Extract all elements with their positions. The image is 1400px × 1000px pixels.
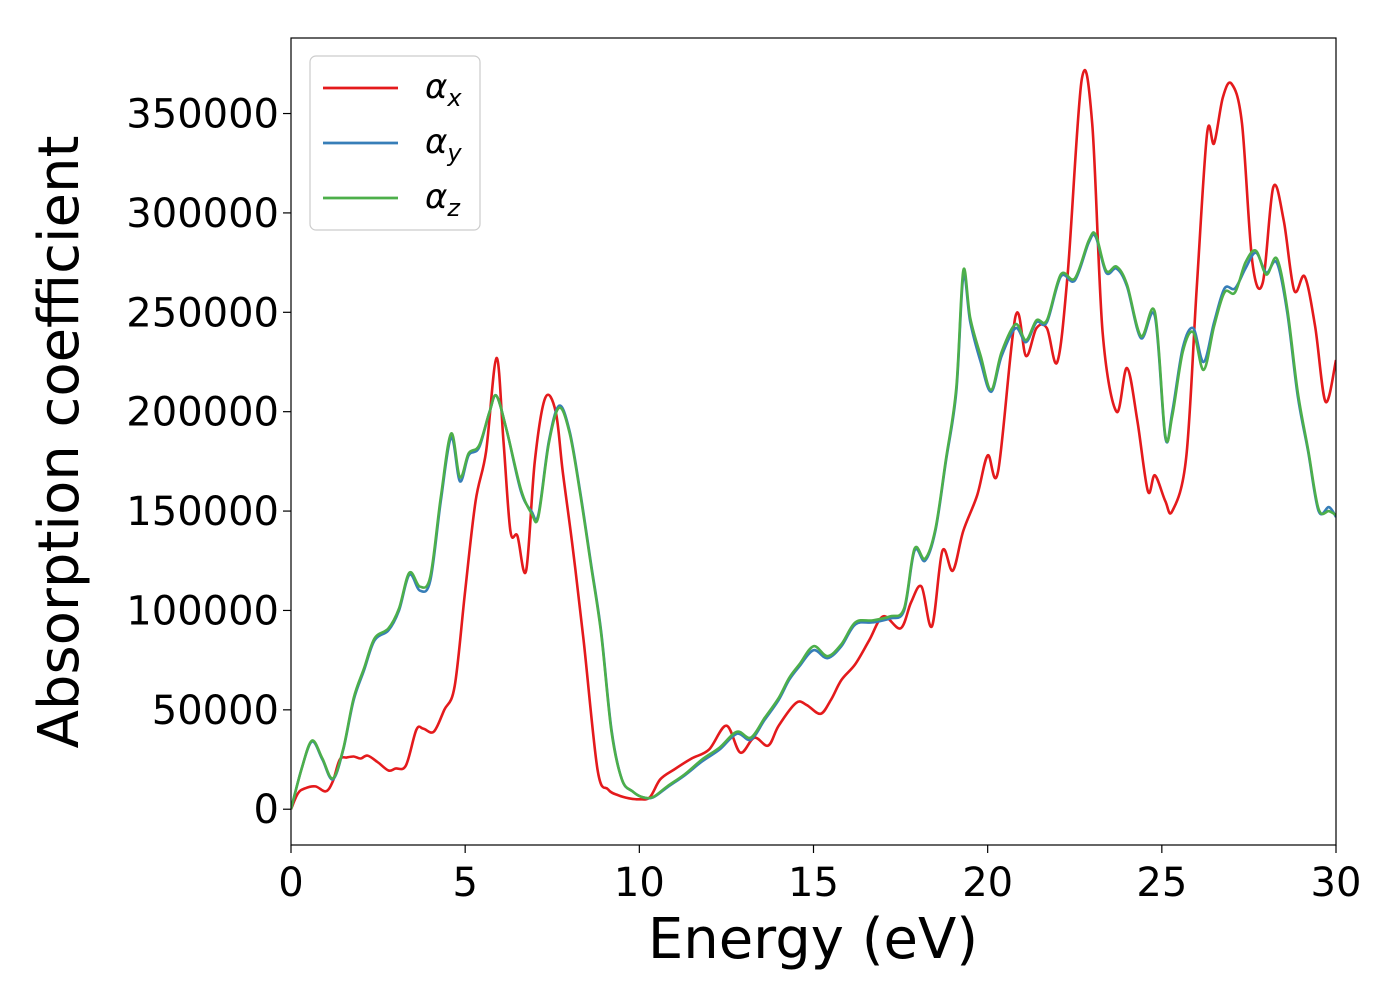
y-tick-label: 0 (254, 787, 279, 833)
x-axis-ticks: 0 5 10 15 20 25 30 (278, 845, 1361, 906)
series-line-z (291, 231, 1336, 810)
x-axis-title: Energy (eV) (648, 907, 978, 972)
y-axis-ticks: 0 50000 100000 150000 200000 250000 300000 3500… (126, 92, 291, 833)
x-tick-label: 30 (1311, 860, 1362, 906)
series-line-x (291, 68, 1336, 810)
x-tick-label: 15 (788, 860, 839, 906)
x-tick-label: 20 (962, 860, 1013, 906)
y-axis-title: Absorption coefficient (27, 136, 92, 749)
y-tick-label: 200000 (126, 390, 279, 436)
x-tick-label: 25 (1136, 860, 1187, 906)
legend: αx αy αz (309, 55, 481, 231)
y-tick-label: 350000 (126, 92, 279, 138)
y-tick-label: 150000 (126, 489, 279, 535)
x-tick-label: 5 (452, 860, 477, 906)
y-tick-label: 100000 (126, 588, 279, 634)
y-tick-label: 50000 (152, 688, 279, 734)
legend-label-y: αy (425, 122, 462, 167)
series-layer (291, 68, 1336, 810)
legend-label-z: αz (425, 177, 461, 222)
x-tick-label: 0 (278, 860, 303, 906)
y-tick-label: 250000 (126, 290, 279, 336)
y-tick-label: 300000 (126, 191, 279, 237)
x-tick-label: 10 (614, 860, 665, 906)
legend-label-x: αx (425, 67, 462, 112)
